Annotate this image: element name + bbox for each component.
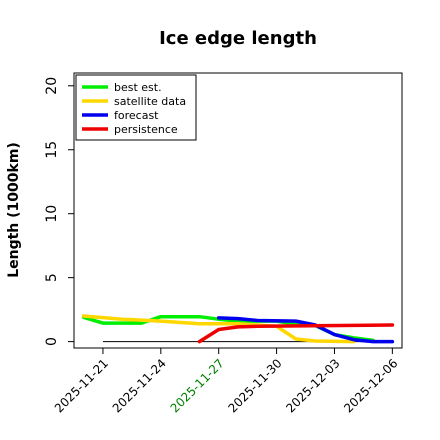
y-axis-label: Length (1000km) [6, 142, 22, 278]
y-axis: 0 5 10 15 20 [44, 77, 74, 346]
series-line-satellite-data [81, 314, 356, 344]
x-tick-label: 2025-11-24 [110, 356, 169, 415]
x-axis: 2025-11-212025-11-242025-11-272025-11-30… [52, 348, 400, 415]
plot-frame [73, 72, 403, 349]
y-tick-label: 15 [44, 141, 60, 159]
y-tick-label: 5 [44, 273, 60, 282]
x-tick-label: 2025-11-21 [52, 356, 111, 415]
x-tick-label: 2025-11-27 [168, 356, 227, 415]
legend: best est.satellite dataforecastpersisten… [75, 74, 197, 141]
series-layer [81, 314, 395, 344]
y-tick-label: 0 [44, 337, 60, 346]
series-line-persistence [197, 323, 395, 344]
y-tick-label: 10 [44, 205, 60, 223]
y-tick-label: 20 [44, 77, 60, 95]
legend-label: forecast [114, 109, 159, 122]
x-tick-label: 2025-12-03 [283, 356, 342, 415]
x-tick-label: 2025-12-06 [341, 356, 400, 415]
legend-label: satellite data [114, 95, 186, 108]
legend-label: persistence [114, 123, 178, 136]
chart-title: Ice edge length [159, 28, 317, 49]
x-tick-label: 2025-11-30 [225, 356, 284, 415]
legend-label: best est. [114, 81, 162, 94]
